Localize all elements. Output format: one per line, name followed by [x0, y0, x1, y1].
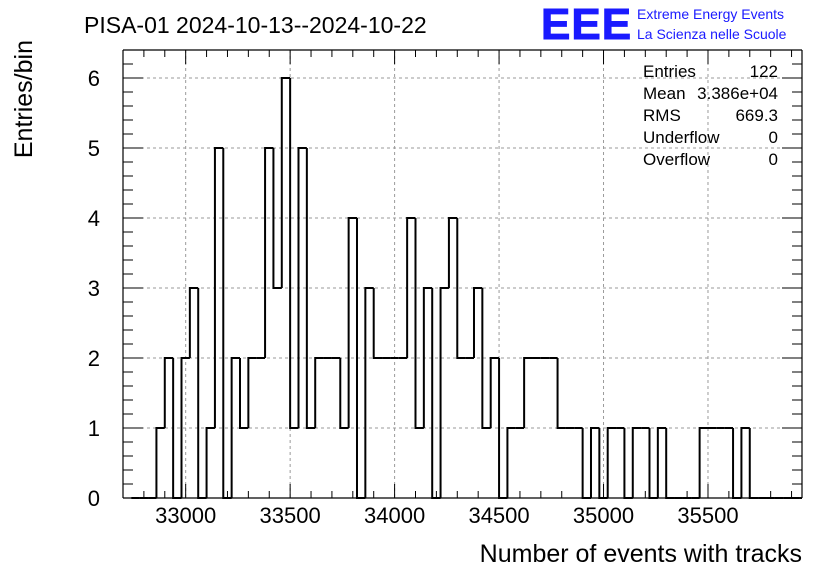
histogram-bin: [606, 427, 617, 498]
stats-rms-label: RMS: [643, 106, 681, 125]
x-tick-label: 35500: [677, 503, 738, 528]
y-axis-label: Entries/bin: [10, 40, 38, 158]
histogram-bin: [188, 287, 199, 358]
histogram-bin: [439, 287, 449, 498]
stats-underflow-value: 0: [769, 128, 778, 147]
histogram-bin: [163, 357, 174, 428]
histogram-bin: [180, 357, 190, 498]
histogram-bin: [364, 287, 374, 498]
stats-box: Entries 122 Mean 3.386e+04 RMS 669.3 Und…: [643, 62, 778, 169]
histogram-bin: [623, 428, 633, 499]
stats-overflow-value: 0: [769, 150, 778, 169]
eee-logo: EEE Extreme Energy Events La Scienza nel…: [541, 0, 787, 50]
histogram-bin: [414, 218, 424, 429]
histogram-bin: [197, 288, 207, 499]
histogram-bin: [581, 428, 591, 499]
histogram-bin: [732, 428, 742, 499]
histogram-bin: [297, 147, 307, 428]
histogram-bin: [289, 78, 299, 429]
histogram-bin: [247, 357, 257, 428]
logo-line-1: Extreme Energy Events: [637, 6, 784, 22]
histogram-bin: [431, 288, 441, 499]
histogram-bin: [648, 428, 658, 499]
stats-mean-value: 3.386e+04: [697, 84, 778, 103]
stats-entries-label: Entries: [643, 62, 696, 81]
histogram-bin: [523, 357, 533, 428]
histogram-bin: [372, 288, 383, 359]
histogram-bin: [589, 427, 600, 498]
histogram-bin: [230, 357, 240, 498]
histogram-bin: [472, 287, 483, 358]
histogram-bin: [339, 358, 349, 429]
x-axis-label: Number of events with tracks: [480, 540, 802, 568]
histogram-bin: [698, 427, 708, 498]
chart-title: PISA-01 2024-10-13--2024-10-22: [84, 12, 427, 38]
histogram-bin: [272, 148, 282, 289]
histogram-bin: [656, 427, 667, 498]
y-tick-label: 6: [88, 66, 100, 91]
logo-mark: EEE: [541, 0, 632, 49]
histogram-bin: [264, 147, 274, 358]
y-tick-label: 2: [88, 346, 100, 371]
histogram-bin: [406, 217, 416, 358]
histogram-bin: [205, 427, 215, 498]
histogram-bin: [489, 357, 500, 428]
stats-rms-value: 669.3: [735, 106, 778, 125]
x-tick-label: 34500: [468, 503, 529, 528]
x-tick-label: 33500: [260, 503, 321, 528]
logo-line-2: La Scienza nelle Scuole: [637, 26, 787, 42]
histogram-bin: [305, 148, 316, 429]
histogram-bin: [456, 218, 466, 359]
histogram-bin: [506, 427, 516, 498]
histogram-bin: [222, 148, 232, 499]
stats-underflow-label: Underflow: [643, 128, 720, 147]
histogram-bin: [314, 357, 324, 428]
stats-mean-label: Mean: [643, 84, 686, 103]
histogram-bin: [748, 428, 759, 499]
axes: [122, 49, 803, 499]
stats-entries-value: 122: [750, 62, 778, 81]
x-tick-label: 33000: [155, 503, 216, 528]
x-tick-label: 35000: [573, 503, 634, 528]
histogram-bin: [556, 358, 566, 429]
histogram-bin: [447, 217, 458, 288]
tick-labels: 33000 33500 34000 34500 35000 35500 0 1 2 3 4 5 6: [88, 66, 739, 528]
stats-overflow-label: Overflow: [643, 150, 711, 169]
y-tick-label: 0: [88, 486, 100, 511]
histogram-bin: [280, 77, 291, 288]
histogram-bin: [347, 217, 357, 428]
y-tick-label: 3: [88, 276, 100, 301]
histogram-bin: [422, 287, 433, 428]
histogram-bin: [740, 427, 750, 498]
histogram-bin: [665, 428, 675, 499]
histogram-bin: [238, 358, 249, 429]
histogram-bin: [481, 288, 491, 429]
histogram-bin: [631, 427, 642, 498]
y-tick-label: 5: [88, 136, 100, 161]
y-tick-label: 4: [88, 206, 100, 231]
histogram-bin: [213, 147, 224, 428]
x-tick-label: 34000: [364, 503, 425, 528]
histogram-bin: [155, 427, 165, 498]
y-tick-label: 1: [88, 416, 100, 441]
